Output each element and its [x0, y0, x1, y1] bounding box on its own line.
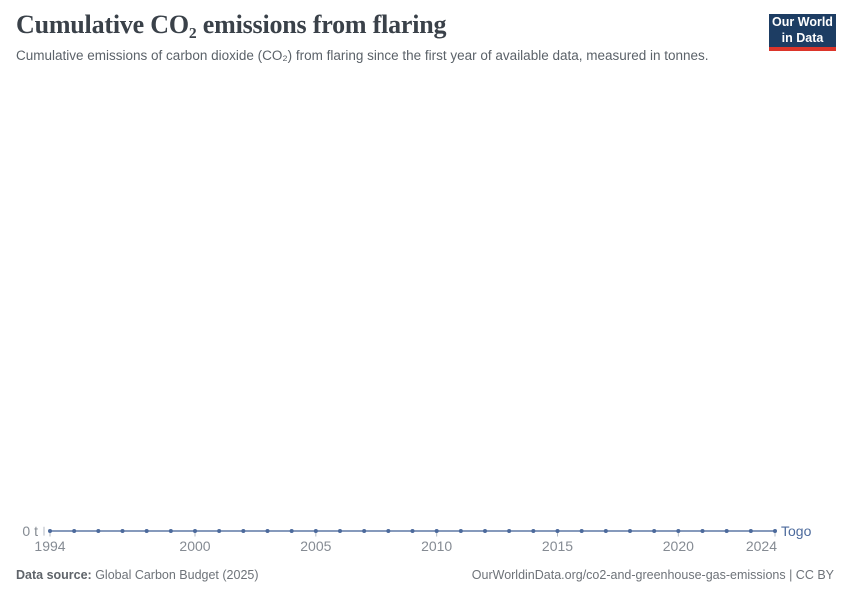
data-point[interactable]: [748, 529, 753, 533]
data-point[interactable]: [338, 529, 342, 533]
owid-logo-line1: Our World: [772, 15, 833, 30]
entity-label[interactable]: Togo: [781, 523, 812, 539]
data-point[interactable]: [724, 529, 729, 533]
x-axis-tick-label: 2000: [179, 538, 210, 554]
data-point[interactable]: [386, 529, 391, 533]
chart-title: Cumulative CO₂ emissions from flaring: [16, 10, 447, 39]
data-point[interactable]: [241, 529, 246, 533]
data-point[interactable]: [313, 529, 318, 533]
data-point[interactable]: [628, 529, 632, 533]
data-point[interactable]: [193, 529, 197, 533]
x-axis-tick-label: 2005: [300, 538, 331, 554]
data-point[interactable]: [48, 529, 52, 533]
data-point[interactable]: [168, 529, 173, 533]
data-point[interactable]: [555, 529, 560, 533]
x-axis-tick-label: 2015: [542, 538, 573, 554]
data-point[interactable]: [700, 529, 705, 533]
data-point[interactable]: [531, 529, 536, 533]
data-point[interactable]: [120, 529, 125, 533]
chart-subtitle: Cumulative emissions of carbon dioxide (…: [16, 47, 709, 63]
data-point[interactable]: [144, 529, 149, 533]
data-source-value: Global Carbon Budget (2025): [91, 568, 259, 582]
data-point[interactable]: [265, 529, 270, 533]
y-axis-label: 0 t: [22, 523, 38, 539]
data-point[interactable]: [507, 529, 512, 533]
data-point[interactable]: [579, 529, 584, 533]
owid-logo-line2: in Data: [781, 30, 824, 45]
data-point[interactable]: [458, 529, 463, 533]
data-point[interactable]: [410, 529, 415, 533]
data-point[interactable]: [289, 529, 294, 533]
header-text: Cumulative CO₂ emissions from flaring Cu…: [16, 10, 709, 64]
x-axis-tick-label: 2010: [421, 538, 452, 554]
data-point[interactable]: [96, 529, 101, 533]
data-point[interactable]: [362, 529, 367, 533]
data-source-label: Data source:: [16, 568, 92, 582]
chart-header: Cumulative CO₂ emissions from flaring Cu…: [16, 10, 836, 64]
data-point[interactable]: [676, 529, 681, 533]
data-point[interactable]: [773, 529, 777, 533]
data-point[interactable]: [72, 529, 77, 533]
x-axis-tick-label: 1994: [34, 538, 65, 554]
data-point[interactable]: [603, 529, 608, 533]
data-point[interactable]: [434, 529, 439, 533]
data-point[interactable]: [483, 529, 487, 533]
data-point[interactable]: [652, 529, 657, 533]
chart-footer: Data source: Global Carbon Budget (2025)…: [16, 568, 834, 582]
x-axis-tick-label: 2024: [746, 538, 777, 554]
owid-logo[interactable]: Our World in Data: [769, 14, 836, 51]
data-point[interactable]: [217, 529, 222, 533]
rights-link[interactable]: OurWorldinData.org/co2-and-greenhouse-ga…: [471, 568, 834, 582]
x-axis-tick-label: 2020: [663, 538, 694, 554]
data-source: Data source: Global Carbon Budget (2025): [16, 568, 259, 582]
